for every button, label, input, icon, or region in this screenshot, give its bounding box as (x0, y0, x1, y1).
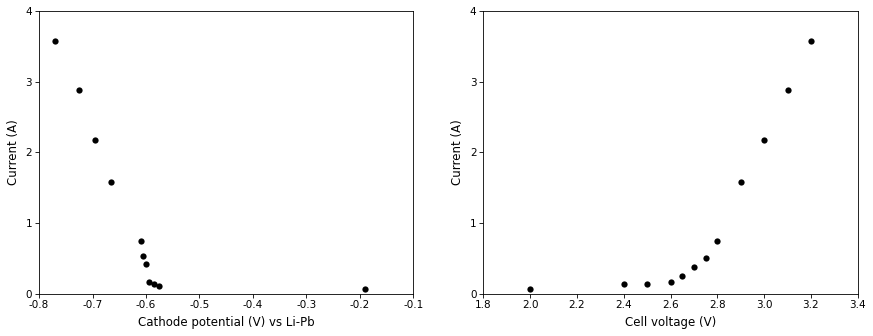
Point (687, 264, 701, 269)
Point (134, 238, 148, 243)
Y-axis label: Current (A): Current (A) (451, 119, 464, 185)
X-axis label: Cell voltage (V): Cell voltage (V) (625, 316, 716, 329)
Point (139, 261, 153, 266)
Point (48, 38, 62, 43)
Point (153, 284, 167, 289)
Point (676, 273, 690, 279)
Point (358, 286, 372, 291)
Point (780, 87, 794, 93)
Point (523, 286, 537, 291)
Point (663, 279, 677, 284)
Point (734, 179, 748, 184)
Point (104, 179, 118, 184)
Point (804, 38, 818, 43)
Point (136, 253, 150, 259)
Point (640, 281, 654, 286)
Point (757, 137, 771, 143)
Point (88, 137, 102, 143)
X-axis label: Cathode potential (V) vs Li-Pb: Cathode potential (V) vs Li-Pb (138, 316, 314, 329)
Point (698, 256, 712, 261)
Point (147, 282, 161, 287)
Y-axis label: Current (A): Current (A) (7, 119, 20, 185)
Point (72, 87, 86, 93)
Point (141, 279, 155, 284)
Point (617, 282, 631, 287)
Point (711, 238, 725, 243)
